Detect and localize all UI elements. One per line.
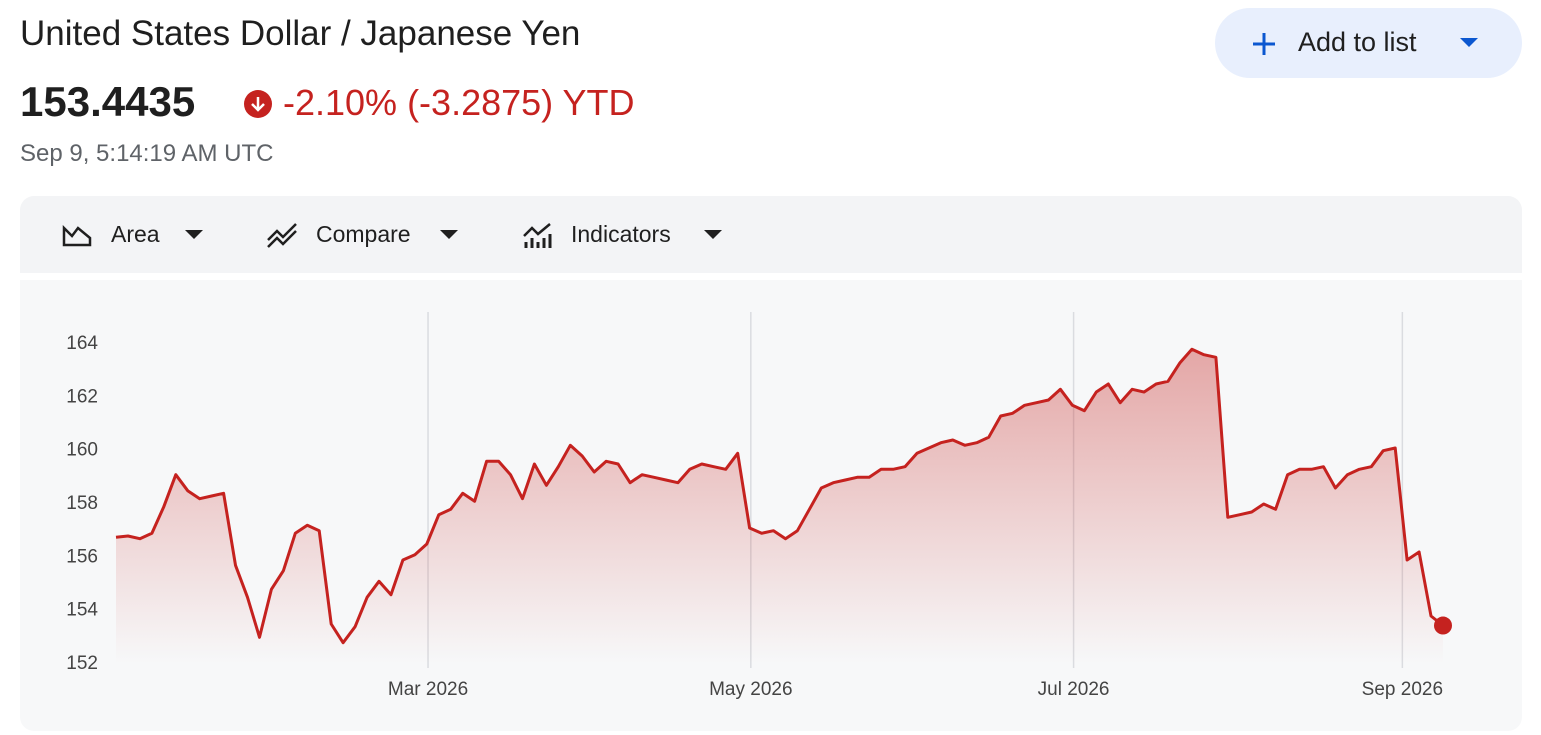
y-tick-label: 152 (66, 653, 98, 674)
y-tick-label: 164 (66, 333, 98, 354)
toolbar-item[interactable]: Area (111, 221, 160, 247)
y-tick-label: 156 (66, 546, 98, 567)
price-line (115, 347, 1444, 645)
x-tick-label: Sep 2026 (1362, 679, 1443, 700)
indicators-icon (523, 223, 552, 248)
price: 153.4435 (20, 78, 196, 125)
area-icon (62, 224, 92, 247)
change: -2.10% (-3.2875) YTD (283, 82, 635, 123)
x-tick-label: May 2026 (709, 679, 792, 700)
area-fill (116, 349, 1443, 664)
y-tick-label: 158 (66, 493, 98, 514)
caret (1460, 38, 1478, 47)
toolbar-item[interactable]: Compare (316, 221, 411, 247)
down-icon (244, 90, 272, 118)
last-point (1434, 616, 1452, 635)
plus-icon (1253, 33, 1275, 55)
timestamp: Sep 9, 5:14:19 AM UTC (20, 140, 274, 167)
y-tick-label: 162 (66, 386, 98, 407)
add-button-label[interactable]: Add to list (1298, 27, 1417, 57)
y-tick-label: 160 (66, 440, 98, 461)
caret (185, 230, 203, 239)
compare-icon (267, 223, 297, 248)
toolbar-item[interactable]: Indicators (571, 221, 671, 247)
y-tick-label: 154 (66, 600, 98, 621)
caret (704, 230, 722, 239)
title: United States Dollar / Japanese Yen (20, 14, 581, 53)
x-tick-label: Jul 2026 (1038, 679, 1110, 700)
caret (440, 230, 458, 239)
toolbar (20, 196, 1522, 273)
x-tick-label: Mar 2026 (388, 679, 468, 700)
